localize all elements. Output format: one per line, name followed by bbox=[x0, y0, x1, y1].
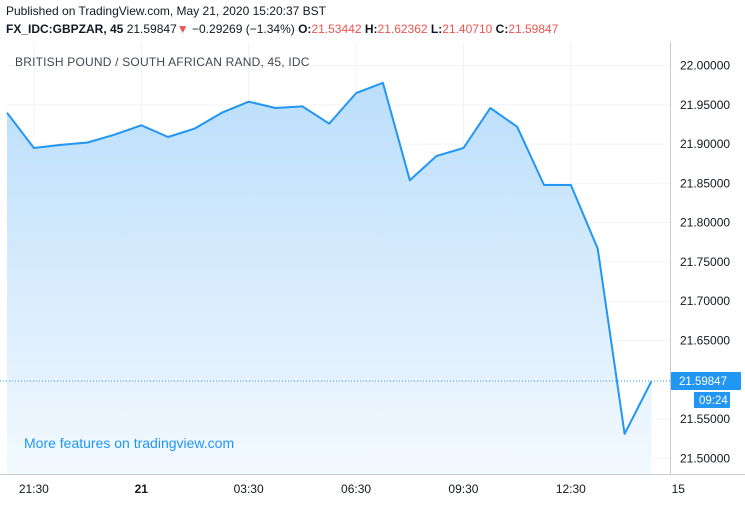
price-axis-label: 21.95000 bbox=[680, 98, 730, 112]
price-chart[interactable]: BRITISH POUND / SOUTH AFRICAN RAND, 45, … bbox=[0, 42, 745, 513]
last-price-tag-value: 21.59847 bbox=[679, 376, 727, 388]
tradingview-watermark[interactable]: More features on tradingview.com bbox=[24, 435, 234, 451]
high-value: 21.62362 bbox=[377, 22, 428, 36]
countdown-tag-value: 09:24 bbox=[699, 395, 728, 407]
price-axis-label: 21.55000 bbox=[680, 412, 730, 426]
down-arrow-icon: ▼ bbox=[176, 22, 189, 36]
time-axis[interactable]: 21:30 21 03:30 06:30 09:30 12:30 15 bbox=[19, 482, 685, 496]
time-axis-label: 21:30 bbox=[19, 482, 49, 496]
close-value: 21.59847 bbox=[508, 22, 559, 36]
price-axis-label: 21.85000 bbox=[680, 176, 730, 190]
price-area-fill bbox=[7, 82, 652, 475]
time-axis-label: 12:30 bbox=[556, 482, 586, 496]
low-label: L: bbox=[430, 22, 443, 36]
close-label: C: bbox=[495, 22, 509, 36]
published-line: Published on TradingView.com, May 21, 20… bbox=[6, 4, 326, 18]
price-axis-label: 21.70000 bbox=[680, 294, 730, 308]
pane-title: BRITISH POUND / SOUTH AFRICAN RAND, 45, … bbox=[15, 55, 310, 69]
price-axis-label: 21.80000 bbox=[680, 216, 730, 230]
last-price-tag: 21.59847 09:24 bbox=[671, 371, 741, 408]
open-value: 21.53442 bbox=[311, 22, 362, 36]
time-axis-label: 21 bbox=[135, 482, 149, 496]
price-series-line bbox=[6, 81, 653, 435]
price-axis-label: 22.00000 bbox=[680, 59, 730, 73]
last-price: 21.59847 bbox=[126, 22, 177, 36]
chart-header: Published on TradingView.com, May 21, 20… bbox=[6, 3, 741, 38]
last-price-tag-box bbox=[671, 371, 741, 390]
high-label: H: bbox=[364, 22, 378, 36]
price-axis-label: 21.50000 bbox=[680, 451, 730, 465]
low-value: 21.40710 bbox=[442, 22, 493, 36]
price-axis-label: 21.90000 bbox=[680, 137, 730, 151]
countdown-tag-box bbox=[694, 391, 730, 408]
time-axis-label: 03:30 bbox=[234, 482, 264, 496]
quote-line: FX_IDC:GBPZAR, 45 21.59847▼ −0.29269 (−1… bbox=[6, 21, 741, 38]
time-axis-label: 09:30 bbox=[448, 482, 478, 496]
time-axis-label: 06:30 bbox=[341, 482, 371, 496]
price-axis-label: 21.75000 bbox=[680, 255, 730, 269]
price-change: −0.29269 (−1.34%) bbox=[192, 22, 295, 36]
price-axis-label: 21.65000 bbox=[680, 333, 730, 347]
open-label: O: bbox=[298, 22, 312, 36]
price-axis[interactable]: 22.00000 21.95000 21.90000 21.85000 21.80000… bbox=[680, 59, 730, 466]
symbol-label[interactable]: FX_IDC:GBPZAR, 45 bbox=[6, 22, 124, 36]
time-axis-label: 15 bbox=[672, 482, 686, 496]
